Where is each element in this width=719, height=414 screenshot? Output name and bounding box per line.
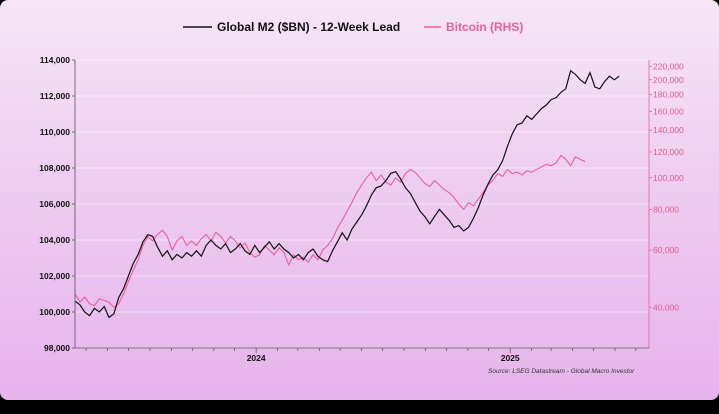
grid bbox=[75, 59, 649, 349]
chart-svg: Global M2 ($BN) - 12-Week Lead Bitcoin (… bbox=[39, 20, 684, 375]
chart-frame: Global M2 ($BN) - 12-Week Lead Bitcoin (… bbox=[0, 0, 719, 400]
right-tick-label: 220,000 bbox=[653, 61, 684, 71]
series-line-global-m2 bbox=[74, 69, 620, 319]
right-tick-label: 60,000 bbox=[653, 245, 679, 255]
x-tick-label: 2025 bbox=[501, 353, 520, 363]
right-tick-label: 40,000 bbox=[653, 302, 679, 312]
right-tick-label: 140,000 bbox=[653, 125, 684, 135]
left-tick-label: 102,000 bbox=[39, 271, 70, 281]
right-tick-label: 180,000 bbox=[653, 90, 684, 100]
right-tick-label: 100,000 bbox=[653, 173, 684, 183]
legend-label-m2: Global M2 ($BN) - 12-Week Lead bbox=[217, 20, 400, 34]
source-note: Source: LSEG Datastream - Global Macro I… bbox=[488, 368, 635, 375]
right-tick-label: 120,000 bbox=[653, 147, 684, 157]
x-tick-label: 2024 bbox=[247, 353, 266, 363]
legend-label-btc: Bitcoin (RHS) bbox=[446, 20, 523, 34]
left-axis: 98,000 100,000 102,000 104,000 106,000 108,00… bbox=[39, 55, 75, 353]
legend: Global M2 ($BN) - 12-Week Lead Bitcoin (… bbox=[183, 20, 523, 34]
left-tick-label: 108,000 bbox=[39, 163, 70, 173]
x-axis: 2024 2025 bbox=[85, 348, 637, 363]
left-tick-label: 106,000 bbox=[39, 199, 70, 209]
left-tick-label: 114,000 bbox=[40, 55, 71, 65]
left-tick-label: 104,000 bbox=[39, 235, 70, 245]
right-tick-label: 160,000 bbox=[653, 106, 684, 116]
left-tick-label: 100,000 bbox=[39, 307, 70, 317]
right-axis: 40,000 60,000 80,000 100,000 120,000 140,000 1… bbox=[649, 61, 684, 312]
right-tick-label: 200,000 bbox=[653, 75, 684, 85]
left-tick-label: 98,000 bbox=[44, 343, 70, 353]
right-tick-label: 80,000 bbox=[653, 204, 679, 214]
series-line-bitcoin bbox=[74, 154, 586, 309]
left-tick-label: 112,000 bbox=[40, 91, 71, 101]
left-tick-label: 110,000 bbox=[40, 127, 71, 137]
